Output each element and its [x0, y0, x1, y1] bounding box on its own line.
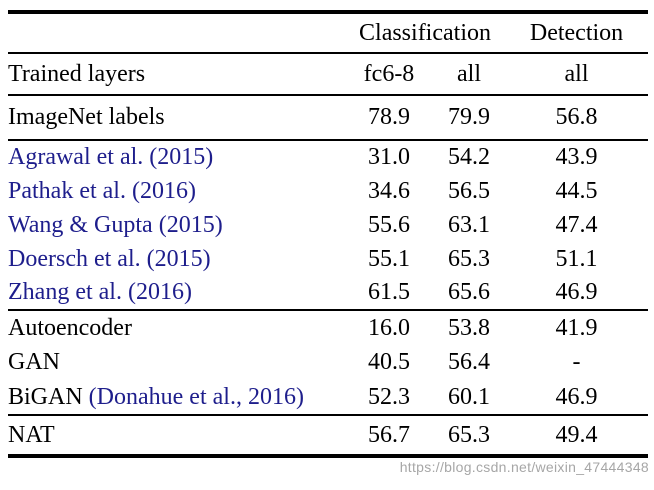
value-cell: 56.7 [345, 415, 433, 458]
value-cell: 55.1 [368, 245, 410, 272]
value-cell: 65.6 [433, 276, 506, 311]
table-row-autoencoder: Autoencoder 16.0 53.8 41.9 [8, 310, 648, 345]
citation-link[interactable]: Wang & Gupta (2015) [8, 211, 223, 238]
row-label: GAN [8, 349, 60, 375]
value-cell: 31.0 [368, 144, 410, 170]
citation-link[interactable]: Zhang et al. (2016) [8, 276, 345, 311]
value-cell: 56.4 [448, 349, 490, 375]
table-row-nat: NAT 56.7 65.3 49.4 [8, 415, 649, 458]
value-cell: 43.9 [555, 144, 598, 170]
value-cell: 65.3 [448, 245, 490, 272]
value-cell: 34.6 [368, 177, 410, 204]
table-row-agrawal: Agrawal et al. (2015) 31.0 54.2 43.9 [8, 140, 648, 174]
table-row-zhang: Zhang et al. (2016) 61.5 65.6 46.9 [8, 276, 649, 311]
csdn-watermark-url: https://blog.csdn.net/weixin_47444348 [399, 459, 649, 475]
value-cell: 54.2 [448, 144, 490, 170]
value-cell: 65.3 [433, 415, 506, 458]
row-label: BiGAN (Donahue et al., 2016) [8, 380, 345, 416]
value-cell: 40.5 [368, 349, 410, 375]
value-cell: 16.0 [368, 314, 410, 341]
value-cell: 53.8 [448, 314, 490, 341]
value-cell: - [572, 349, 581, 375]
value-cell: 60.1 [433, 380, 506, 416]
citation-link[interactable]: Agrawal et al. (2015) [8, 144, 214, 170]
table-row-wang-gupta: Wang & Gupta (2015) 55.6 63.1 47.4 [8, 208, 648, 242]
header-detection: Detection [505, 10, 649, 54]
row-label: Autoencoder [8, 314, 132, 341]
table-header-row-tasks: Classification Detection [8, 10, 649, 54]
bigan-label: BiGAN [8, 383, 89, 410]
results-table: Classification Detection Trained layers … [8, 10, 649, 458]
table-row-pathak: Pathak et al. (2016) 34.6 56.5 44.5 [8, 174, 648, 208]
citation-link[interactable]: Pathak et al. (2016) [8, 177, 196, 204]
value-cell: 41.9 [555, 314, 598, 341]
value-cell: 78.9 [345, 95, 433, 141]
trained-layers-label: Trained layers [8, 53, 345, 96]
value-cell: 46.9 [505, 380, 649, 416]
value-cell: 79.9 [433, 95, 506, 141]
value-cell: 61.5 [345, 276, 433, 311]
table-row-gan: GAN 40.5 56.4 - [8, 345, 648, 380]
value-cell: 44.5 [555, 177, 598, 204]
value-cell: 46.9 [505, 276, 649, 311]
trained-layers-fc68: fc6-8 [345, 53, 433, 96]
citation-link[interactable]: Doersch et al. (2015) [8, 245, 211, 272]
trained-layers-all-1: all [433, 53, 506, 96]
value-cell: 51.1 [555, 245, 598, 272]
table-row-doersch: Doersch et al. (2015) 55.1 65.3 51.1 [8, 242, 648, 276]
empty-header-cell [8, 10, 345, 54]
value-cell: 49.4 [505, 415, 649, 458]
table-row-imagenet: ImageNet labels 78.9 79.9 56.8 [8, 95, 649, 141]
value-cell: 52.3 [345, 380, 433, 416]
citation-link[interactable]: (Donahue et al., 2016) [88, 383, 304, 410]
trained-layers-all-2: all [505, 53, 649, 96]
value-cell: 47.4 [555, 211, 598, 238]
row-label: NAT [8, 415, 345, 458]
value-cell: 56.5 [448, 177, 490, 204]
value-cell: 55.6 [368, 211, 410, 238]
value-cell: 63.1 [448, 211, 490, 238]
header-classification: Classification [345, 10, 506, 54]
row-label: ImageNet labels [8, 95, 345, 141]
table-row-bigan: BiGAN (Donahue et al., 2016) 52.3 60.1 4… [8, 380, 649, 416]
table-header-row-trained-layers: Trained layers fc6-8 all all [8, 53, 649, 96]
value-cell: 56.8 [505, 95, 649, 141]
